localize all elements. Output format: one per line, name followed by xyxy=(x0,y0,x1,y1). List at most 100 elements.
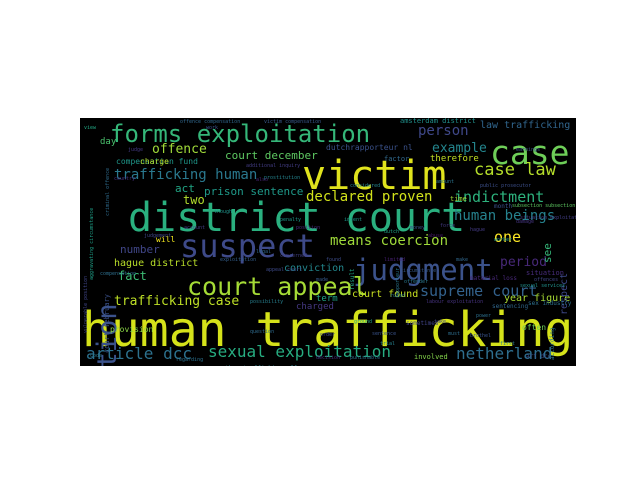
word-country: country xyxy=(114,176,136,182)
word-ruled: ruled xyxy=(390,293,406,299)
word-judgement: judgement xyxy=(144,233,172,239)
word-prison-sentence: prison sentence xyxy=(204,185,304,198)
word-example: example xyxy=(432,141,487,156)
word-often: often xyxy=(522,323,547,332)
word-act: act xyxy=(175,182,195,195)
word-trafficking-human: trafficking human xyxy=(114,167,258,183)
word-involved: involved xyxy=(414,353,448,361)
word-found: found xyxy=(326,257,342,263)
word-offence: offence xyxy=(152,142,207,157)
word-charged: charged xyxy=(296,302,334,312)
word-force: force xyxy=(440,223,456,229)
word-account: account xyxy=(184,225,206,231)
word-term: term xyxy=(316,294,338,304)
word-though: though xyxy=(214,209,233,215)
word-respect: respect xyxy=(559,272,570,315)
word-will: will xyxy=(156,235,176,244)
word-exploitation: exploitation xyxy=(220,257,257,263)
word-must: must xyxy=(448,331,461,337)
word-brothel: brothel xyxy=(470,333,492,339)
word-offender: offender xyxy=(404,279,429,285)
word-aggravating-circumstance: aggravating circumstance xyxy=(89,207,95,280)
word-code: code xyxy=(90,353,103,359)
word-therefore: therefore xyxy=(430,154,479,164)
word-offences: offences xyxy=(534,277,559,283)
word-criminal-offence: criminal offence xyxy=(105,167,111,216)
word-power: power xyxy=(476,313,492,319)
word-cloud: human trafficking district court victim jud… xyxy=(80,118,576,366)
word-ground: ground xyxy=(354,319,373,325)
word-case: case xyxy=(490,133,570,172)
word-worker: worker xyxy=(494,237,513,243)
word-considered: considered xyxy=(350,183,381,189)
word-court-february: court february xyxy=(103,293,111,353)
word-money: money xyxy=(410,225,426,231)
word-sexual-services: sexual services xyxy=(520,283,566,289)
word-hague-district: hague district xyxy=(114,258,199,269)
word-supreme-court: supreme court xyxy=(420,282,538,300)
word-sex-industry: sex industry xyxy=(528,300,572,307)
word-number: number xyxy=(120,243,160,256)
word-offence-compensation: offence compensation xyxy=(180,119,241,125)
word-question: question xyxy=(250,329,275,335)
word-court-appeal: court appeal xyxy=(187,272,368,301)
word-time: time xyxy=(450,195,467,203)
word-suspect: suspect xyxy=(180,227,315,265)
word-situation-exploitation: situation exploitation xyxy=(520,215,576,221)
word-netherland: netherland xyxy=(456,344,553,363)
word-judge: judge xyxy=(128,147,144,153)
word-case-law: case law xyxy=(474,160,556,180)
word-law-trafficking: law trafficking xyxy=(480,120,571,131)
word-punishable: punishable xyxy=(350,355,381,361)
word-dutchrapporteur-nl: dutchrapporteur nl xyxy=(326,143,413,152)
word-first: first xyxy=(500,341,516,347)
word-fact: fact xyxy=(118,269,147,283)
word-district-court: district court xyxy=(128,195,466,241)
word-indictment: indictment xyxy=(454,188,545,206)
word-charge: charge xyxy=(140,157,169,166)
word-sexual-exploitation: sexual exploitation xyxy=(208,342,392,361)
word-victim-compensation: victim compensation xyxy=(264,119,322,125)
word-year-figure: year figure xyxy=(504,293,571,304)
word-sometimes: sometimes xyxy=(406,320,439,327)
word-human-trafficking: human trafficking xyxy=(82,302,574,358)
word-person: person xyxy=(418,123,469,139)
word-earnings: earnings xyxy=(516,147,541,153)
word-month: month xyxy=(494,203,513,210)
word-day: day xyxy=(100,137,117,147)
word-result: result xyxy=(349,267,356,290)
word-position: position xyxy=(296,225,321,231)
word-one: one xyxy=(494,228,522,246)
word-make: make xyxy=(456,257,469,263)
word-order: order xyxy=(320,332,336,338)
word-intent: intent xyxy=(344,217,363,223)
word-take: take xyxy=(434,319,447,325)
word-factor: factor xyxy=(384,155,410,163)
word-sentence: sentence xyxy=(372,331,397,337)
word-compensation: compensation xyxy=(100,271,137,277)
word-trafficking-case: trafficking case xyxy=(114,294,240,309)
word-public-prosecutor: public prosecutor xyxy=(480,183,532,189)
word-amsterdam-district: amsterdam district xyxy=(400,118,476,125)
word-situation: situation xyxy=(526,269,564,277)
word-view: view xyxy=(84,125,97,131)
word-judgment: judgment xyxy=(353,253,493,287)
word-conviction: conviction xyxy=(284,263,345,274)
word-article-dcc: article dcc xyxy=(86,344,192,363)
word-two: two xyxy=(183,193,205,207)
word-damage: damage xyxy=(516,219,535,225)
word-abuse: abuse xyxy=(428,233,444,239)
word-compensation-fund: compensation fund xyxy=(116,157,198,166)
word-penalty: penalty xyxy=(280,217,302,223)
word-dutch: dutch xyxy=(384,229,400,235)
word-material-loss: material loss xyxy=(470,275,517,282)
word-possibility: possibility xyxy=(250,299,284,305)
word-vulnerable-position: vulnerable position xyxy=(83,275,89,333)
word-legal: legal xyxy=(256,249,272,255)
word-art-dcc: art dcc xyxy=(526,353,552,360)
word-subsection-subsection: subsection subsection xyxy=(512,203,576,209)
word-labour-exploitation: labour exploitation xyxy=(426,299,484,305)
word-decision: decision xyxy=(316,355,341,361)
word-trial: trial xyxy=(380,341,396,347)
word-victim: victim xyxy=(302,153,447,199)
